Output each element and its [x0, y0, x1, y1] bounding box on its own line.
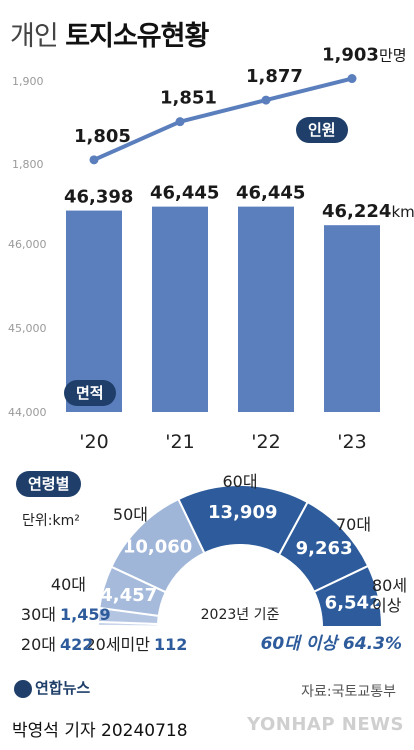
line-y-tick: 1,900 [12, 75, 44, 88]
pie-value-label: 9,263 [296, 538, 353, 559]
yonhap-logo: 연합뉴스 [14, 677, 90, 698]
line-unit: 만명 [379, 47, 407, 65]
bar-value-label: 46,445 [150, 183, 219, 204]
bar [324, 225, 380, 412]
pie-category-label: 40대 [51, 575, 86, 594]
pie-category-label: 50대 [113, 505, 148, 524]
bar [66, 210, 122, 412]
bar-value-label: 46,445 [236, 183, 305, 204]
bar-unit: km² [391, 203, 414, 221]
pie-category-label: 20대 [21, 635, 56, 654]
logo-icon [14, 679, 32, 698]
pie-value-label: 112 [154, 635, 187, 654]
line-value-label: 1,851 [160, 88, 217, 109]
byline: 박영석 기자 20240718 [12, 721, 188, 741]
pie-value-label: 10,060 [123, 536, 192, 557]
pie-category-label: 이상 [372, 596, 402, 615]
line-series-label: 인원 [296, 117, 348, 143]
pie-center-label: 2023년 기준 [201, 607, 280, 623]
line-series-path [92, 76, 354, 162]
footer [0, 707, 414, 750]
pie-value-label: 6,542 [325, 592, 382, 613]
chart-title: 개인 토지소유현황 [10, 14, 209, 53]
pie-unit: 단위:km² [22, 513, 80, 529]
source-note: 자료:국토교통부 [301, 684, 396, 700]
chart-canvas: 1,900 1,800 1,805 1,851 1,877 1,903만명 46,000 45… [8, 45, 414, 654]
bar-y-tick: 46,000 [8, 238, 47, 251]
pie-category-label: 80세 [372, 576, 407, 595]
title-light: 개인 [10, 21, 59, 52]
line-point [261, 95, 271, 105]
logo-text: 연합뉴스 [35, 679, 91, 697]
bar-y-tick: 44,000 [8, 406, 47, 419]
pie-value-label: 422 [60, 635, 93, 654]
line-point [347, 74, 357, 84]
pie-slice [312, 564, 384, 628]
pie-value-label: 13,909 [208, 502, 277, 523]
bar-value-label: 46,398 [64, 187, 133, 208]
pie-note: 60대 이상 64.3% [261, 634, 402, 654]
pie-category-label: 60대 [222, 472, 257, 491]
title-bold: 토지소유현황 [65, 21, 209, 52]
line-value-label: 1,903만명 [322, 45, 407, 66]
x-tick-label: '20 [79, 431, 108, 453]
bar-series-label: 면적 [64, 380, 116, 406]
pie-value-label: 1,459 [60, 605, 111, 624]
line-point [175, 117, 185, 127]
bar-y-tick: 45,000 [8, 322, 47, 335]
bar [152, 206, 208, 412]
pie-category-label: 70대 [336, 515, 371, 534]
bar [238, 206, 294, 412]
x-tick-label: '23 [337, 431, 366, 453]
pie-title: 연령별 [16, 471, 82, 497]
pie-category-label: 20세미만 [85, 635, 150, 654]
watermark: YONHAP NEWS [247, 714, 404, 735]
line-value-label: 1,877 [246, 66, 303, 87]
x-tick-label: '21 [165, 431, 194, 453]
x-tick-label: '22 [251, 431, 280, 453]
pie-value-label: 4,457 [100, 585, 157, 606]
line-y-tick: 1,800 [12, 158, 44, 171]
pie-category-label: 30대 [21, 605, 56, 624]
line-value-label: 1,805 [74, 126, 131, 147]
line-point [89, 155, 99, 165]
bar-value-label: 46,224km² [322, 201, 414, 222]
